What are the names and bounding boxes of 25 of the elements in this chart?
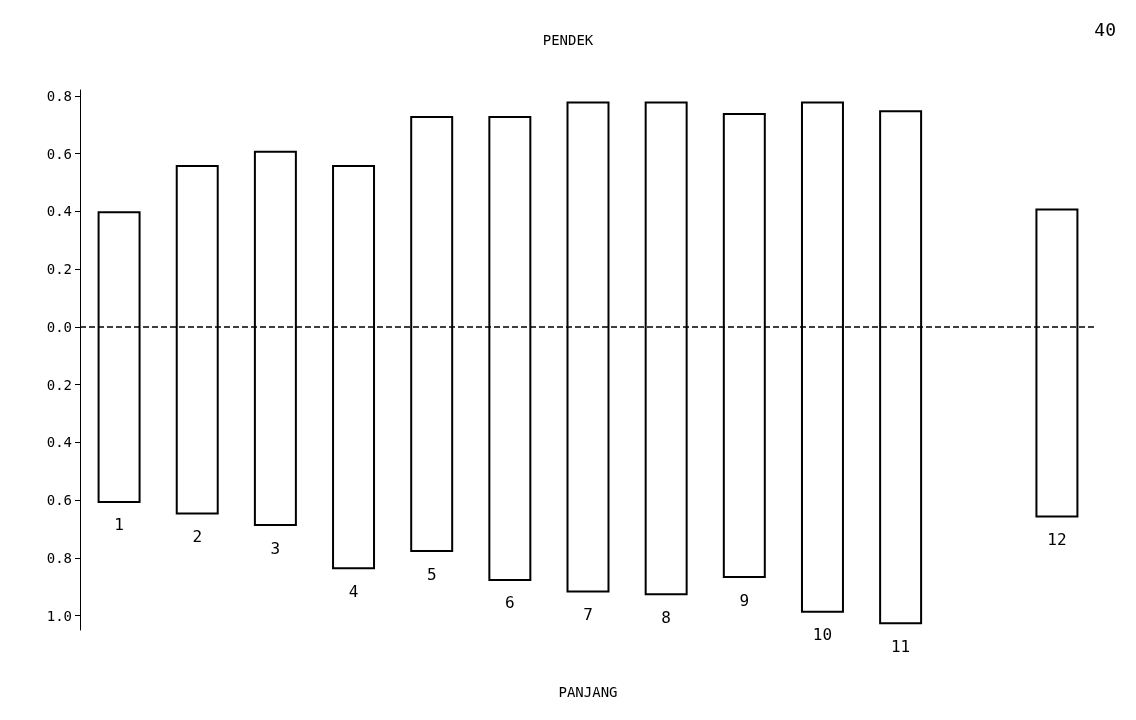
y-tick-label: 1.0 xyxy=(46,607,72,624)
y-tick-label: 0.2 xyxy=(46,376,72,393)
y-tick-label: 0.2 xyxy=(46,261,72,278)
x-tick-label: 2 xyxy=(192,526,203,546)
x-tick-label: 9 xyxy=(739,590,750,610)
y-tick-label: 0.8 xyxy=(46,87,72,104)
x-tick-label: 11 xyxy=(890,636,911,656)
x-tick-label: 5 xyxy=(426,564,437,584)
x-tick-label: 12 xyxy=(1047,529,1067,549)
x-axis-title: PANJANG xyxy=(558,684,618,700)
y-tick-label: 0.4 xyxy=(46,203,72,220)
y-tick-label: 0.8 xyxy=(46,549,72,566)
x-tick-label: 4 xyxy=(348,581,359,601)
x-tick-label: 6 xyxy=(505,593,515,613)
x-tick-label: 7 xyxy=(583,604,593,624)
y-tick-label: 0.4 xyxy=(46,434,72,451)
y-tick-label: 0.6 xyxy=(46,492,72,509)
x-tick-label: 1 xyxy=(114,515,124,535)
y-tick-label: 0.6 xyxy=(46,145,72,162)
x-tick-label: 3 xyxy=(270,538,281,558)
chart-title: PENDEK xyxy=(542,32,594,48)
x-tick-label: 10 xyxy=(812,625,833,645)
text: 40 xyxy=(1094,18,1117,40)
x-tick-label: 8 xyxy=(661,607,671,627)
y-tick-label: 0.0 xyxy=(46,318,72,335)
